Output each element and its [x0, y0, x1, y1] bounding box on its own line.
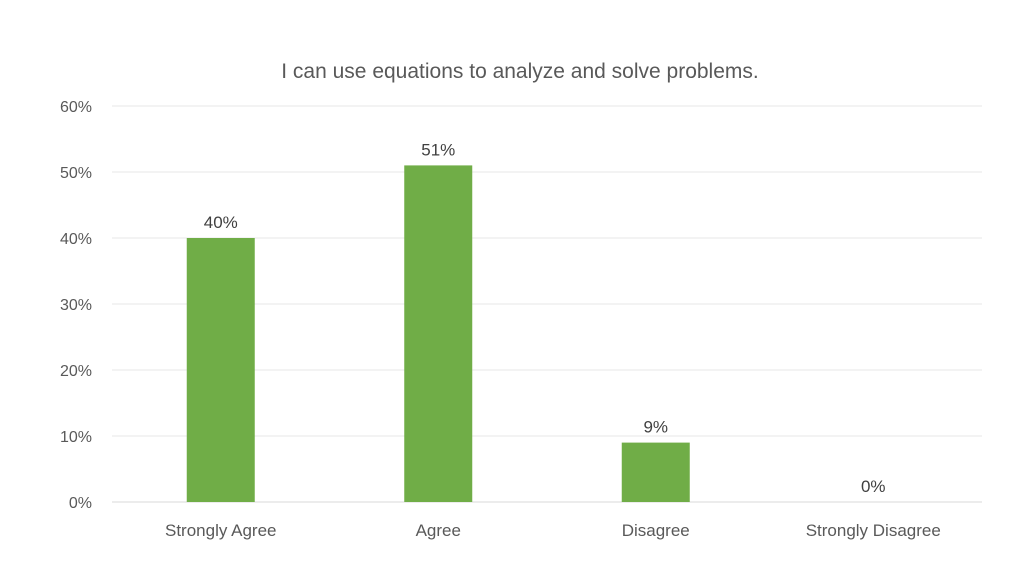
- bar: [186, 238, 255, 502]
- y-tick-label: 40%: [60, 231, 92, 248]
- y-tick-label: 10%: [60, 429, 92, 446]
- chart-title: I can use equations to analyze and solve…: [281, 60, 759, 83]
- data-label: 9%: [643, 418, 668, 437]
- data-label: 51%: [421, 140, 455, 159]
- x-tick-label: Strongly Agree: [165, 521, 277, 540]
- x-tick-label: Strongly Disagree: [806, 521, 941, 540]
- y-tick-label: 0%: [69, 495, 92, 512]
- y-tick-label: 20%: [60, 363, 92, 380]
- y-tick-label: 50%: [60, 165, 92, 182]
- x-tick-label: Agree: [416, 521, 461, 540]
- bar: [621, 442, 690, 502]
- y-tick-label: 30%: [60, 297, 92, 314]
- data-label: 0%: [861, 477, 886, 496]
- bar: [404, 165, 473, 502]
- data-label: 40%: [204, 213, 238, 232]
- y-tick-label: 60%: [60, 99, 92, 116]
- x-tick-label: Disagree: [622, 521, 690, 540]
